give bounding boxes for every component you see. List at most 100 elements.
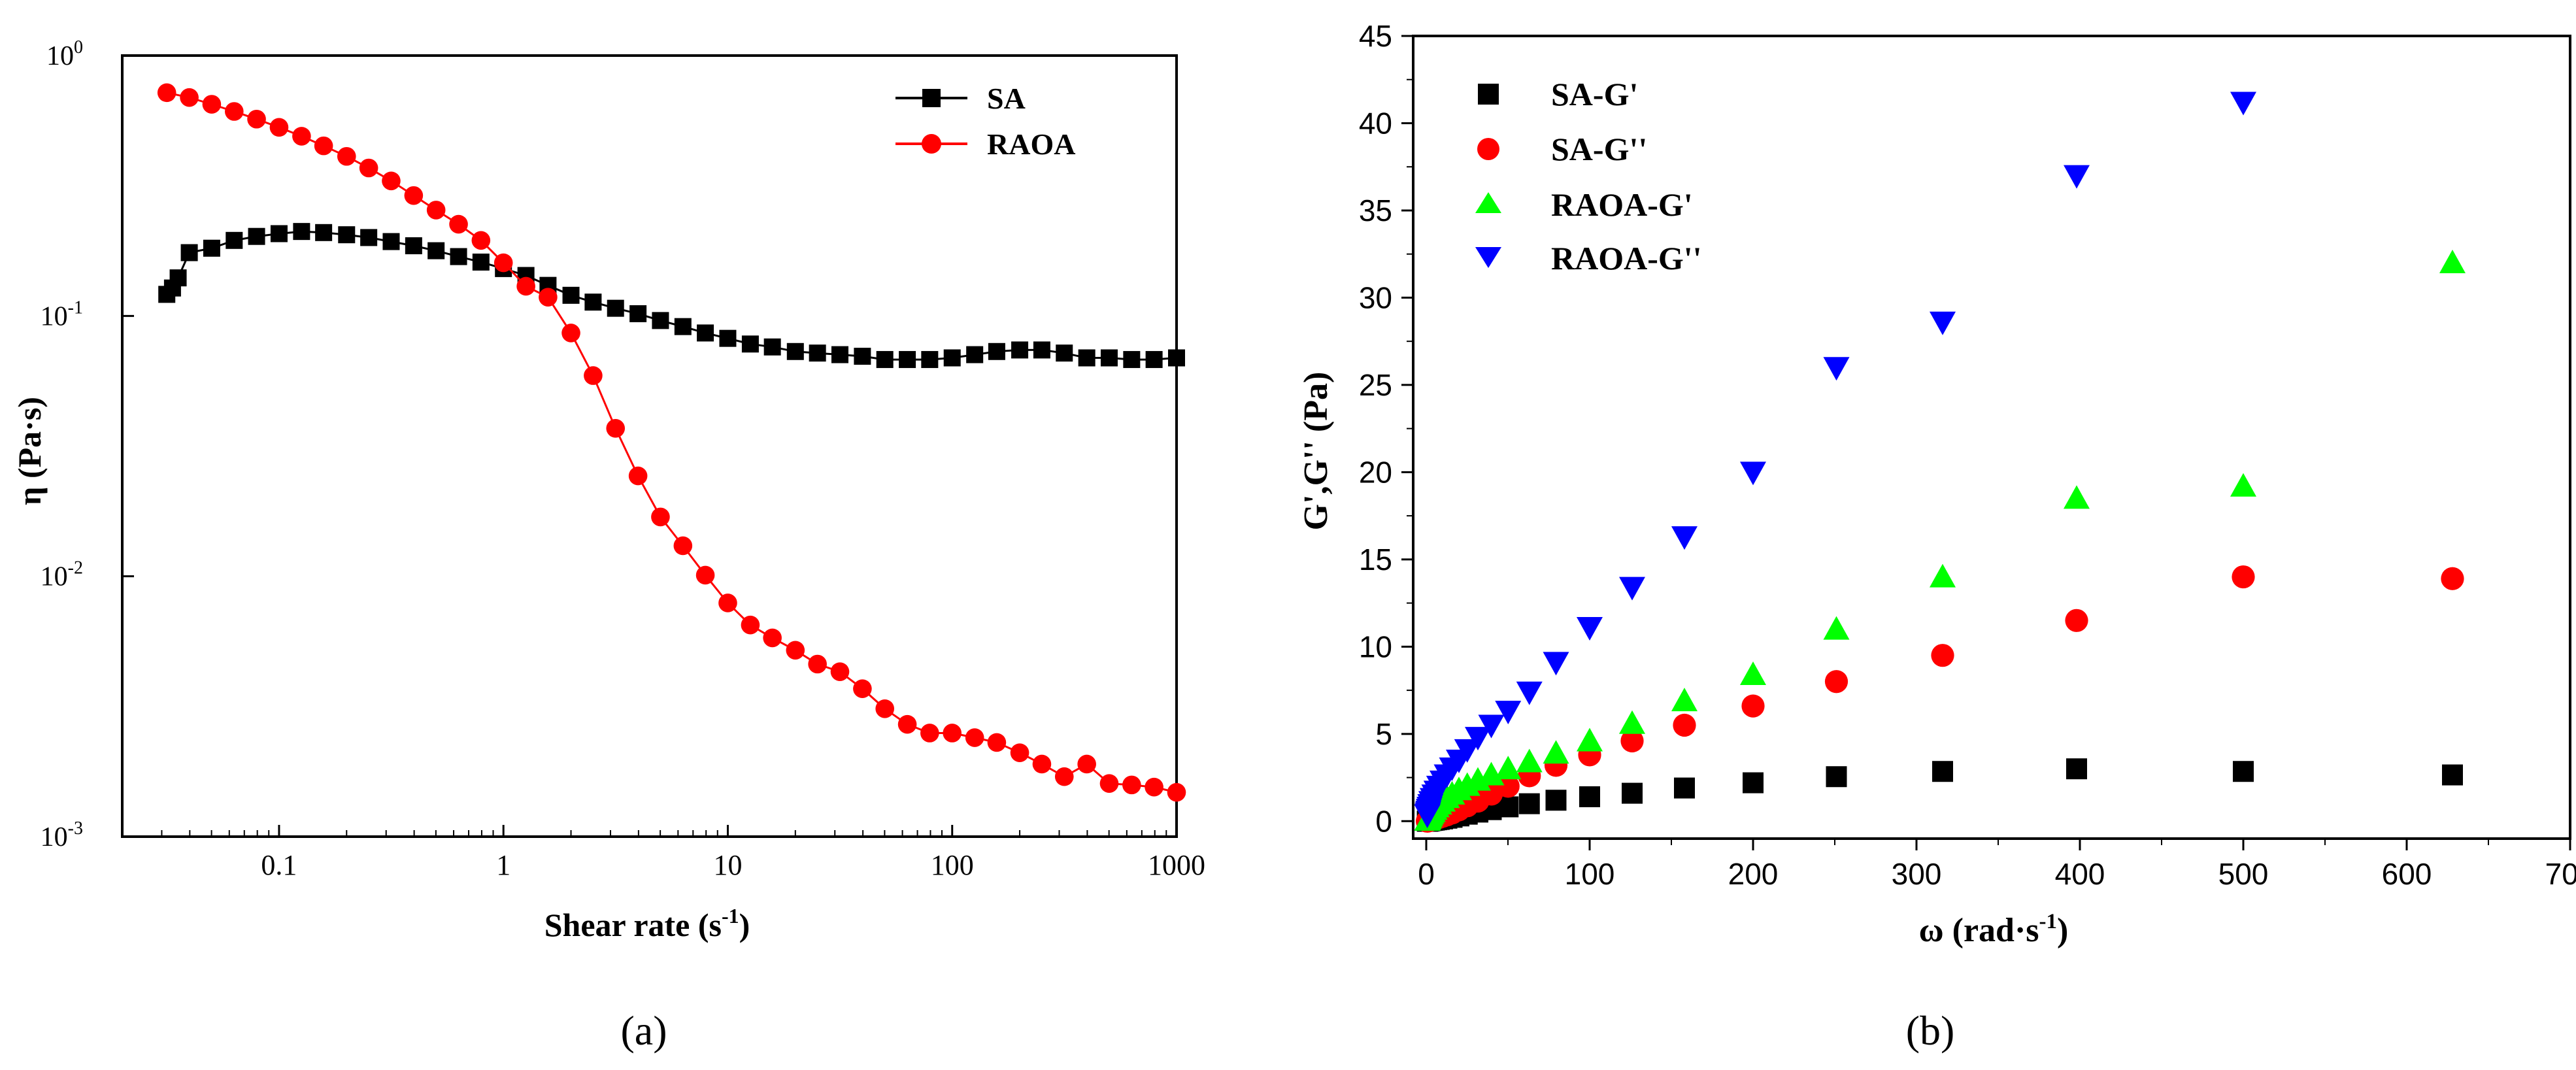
y-tick-label: 20 — [1359, 455, 1392, 489]
data-point — [1478, 761, 1505, 786]
data-point — [450, 248, 467, 265]
data-point — [247, 109, 266, 129]
data-point — [2233, 761, 2254, 782]
data-point — [786, 343, 804, 360]
data-point — [943, 724, 962, 743]
data-point — [427, 242, 445, 259]
data-point — [1931, 644, 1954, 667]
data-point — [1495, 701, 1522, 725]
data-point — [1122, 775, 1141, 795]
data-point — [876, 351, 894, 369]
data-point — [2230, 473, 2256, 497]
x-tick-label: 400 — [2055, 857, 2105, 891]
panel-b-legend: SA-G' SA-G'' RAOA-G' RAOA-G'' — [1475, 76, 1702, 276]
panel-b-plot-frame — [1412, 35, 2571, 840]
data-point — [202, 95, 222, 114]
data-point — [338, 226, 356, 244]
data-point — [1620, 729, 1644, 753]
data-point — [1056, 344, 1073, 362]
panel-a-axis-ticks: 0.1 1 10 100 1000 100 10-1 10-2 10-3 — [41, 37, 1205, 881]
data-point — [226, 231, 243, 249]
data-point — [1478, 714, 1505, 739]
data-point — [629, 305, 647, 322]
legend-label-raoa: RAOA — [987, 127, 1075, 161]
panel-b-series — [1414, 92, 2466, 833]
x-tick-label: 1 — [496, 849, 510, 881]
y-tick-label: 10-1 — [41, 297, 83, 331]
data-point — [830, 662, 850, 681]
data-point — [673, 536, 693, 556]
data-point — [2439, 250, 2466, 274]
data-point — [405, 237, 422, 254]
series-line-raoa — [166, 92, 1177, 794]
data-point — [539, 288, 558, 307]
data-point — [1099, 774, 1119, 793]
data-point — [471, 231, 491, 250]
data-point — [897, 714, 917, 734]
data-point — [2066, 758, 2087, 780]
data-point — [719, 329, 737, 347]
data-point — [652, 312, 669, 329]
data-point — [2230, 92, 2256, 116]
legend-label-raoa-g-prime: RAOA-G' — [1551, 186, 1693, 223]
data-point — [695, 565, 715, 585]
data-point — [1579, 786, 1600, 807]
legend-item-sa-g-prime: SA-G' — [1478, 76, 1638, 112]
legend-item-raoa: RAOA — [895, 127, 1075, 161]
data-point — [516, 276, 535, 296]
x-tick-label: 100 — [1565, 857, 1615, 891]
data-point — [651, 507, 670, 527]
data-point — [1518, 793, 1540, 814]
data-point — [1496, 775, 1520, 798]
data-point — [674, 318, 692, 335]
panel-a-y-axis-label: η (Pa·s) — [11, 397, 48, 505]
data-point — [921, 351, 939, 369]
legend-item-sa: SA — [895, 82, 1026, 115]
data-point — [169, 269, 187, 287]
data-point — [853, 679, 872, 698]
data-point — [1516, 748, 1543, 773]
data-point — [1010, 743, 1029, 762]
data-point — [269, 118, 289, 137]
data-point — [808, 654, 827, 674]
panel-b-chart: 0 100 200 300 400 500 600 700 0 5 10 15 20 25 30 35 40 45… — [1297, 19, 2576, 949]
y-tick-label: 10-3 — [41, 818, 83, 852]
data-point — [1671, 688, 1698, 712]
legend-marker-sa-g-double-prime — [1477, 138, 1499, 160]
data-point — [763, 338, 781, 356]
panel-b-axis-ticks: 0 100 200 300 400 500 600 700 0 5 10 15 20 25 30 35 40 45 — [1359, 19, 2576, 891]
x-tick-label: 200 — [1728, 857, 1779, 891]
data-point — [2232, 565, 2255, 589]
data-point — [1577, 727, 1603, 752]
data-point — [493, 253, 513, 273]
data-point — [360, 229, 378, 246]
data-point — [224, 102, 244, 121]
series-line-sa — [166, 230, 1177, 361]
panel-a-plot-frame — [121, 54, 1178, 838]
y-tick-label: 25 — [1359, 368, 1392, 402]
data-point — [562, 286, 580, 304]
y-tick-label: 5 — [1375, 717, 1392, 751]
panel-a-chart: 0.1 1 10 100 1000 100 10-1 10-2 10-3 SA RAOA She… — [11, 37, 1205, 943]
data-point — [314, 136, 333, 156]
data-point — [718, 594, 737, 612]
series-sa — [158, 223, 1185, 369]
data-point — [697, 324, 714, 342]
data-point — [1100, 349, 1118, 367]
data-point — [741, 615, 760, 635]
data-point — [180, 244, 198, 261]
data-point — [1145, 351, 1163, 369]
data-point — [899, 351, 916, 369]
y-tick-label: 0 — [1375, 804, 1392, 838]
data-point — [1930, 311, 1956, 335]
data-point — [1078, 349, 1096, 367]
data-point — [1032, 754, 1052, 774]
legend-label-sa-g-double-prime: SA-G'' — [1551, 131, 1647, 167]
data-point — [763, 628, 782, 648]
data-point — [854, 348, 871, 365]
data-point — [920, 724, 939, 743]
data-point — [875, 699, 894, 718]
legend-marker-raoa-g-double-prime — [1475, 247, 1501, 268]
data-point — [2441, 567, 2464, 590]
data-point — [1826, 766, 1847, 788]
